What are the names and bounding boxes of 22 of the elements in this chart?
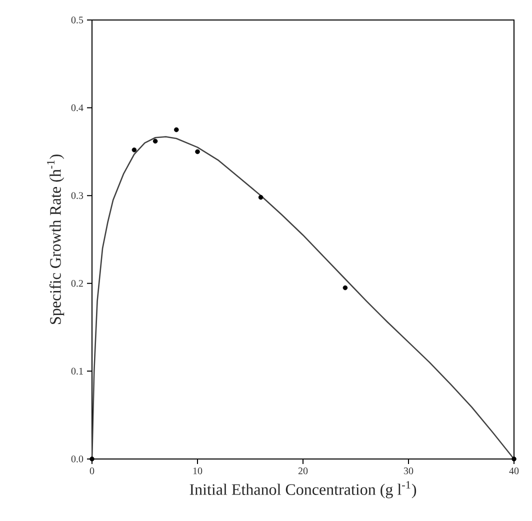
point [90,456,94,462]
point [258,194,264,200]
x-axis-title: Initial Ethanol Concentration (g l$^{-1}$) [190,481,416,498]
x-tick-label: 10 [193,468,202,474]
y-tick-label: 0.2 [71,280,83,287]
point [195,149,200,154]
point [512,456,516,462]
x-tick-label: 20 [298,468,308,474]
point [174,127,179,132]
y-tick-label: 0.5 [71,16,84,24]
x-tick-label: 0 [90,468,94,474]
point [132,148,137,152]
y-axis-title: Specific Growth Rate (h$^{-1}$) [47,154,64,324]
y-tick-label: 0.0 [71,456,84,462]
x-tick-label: 30 [404,468,414,474]
y-tick-label: 0.1 [71,368,83,375]
y-tick-label: 0.4 [71,104,84,112]
y-tick-label: 0.3 [71,192,84,199]
x-tick-label: 40 [509,468,519,474]
line-series [91,136,515,460]
point [342,285,348,290]
point [152,138,158,144]
